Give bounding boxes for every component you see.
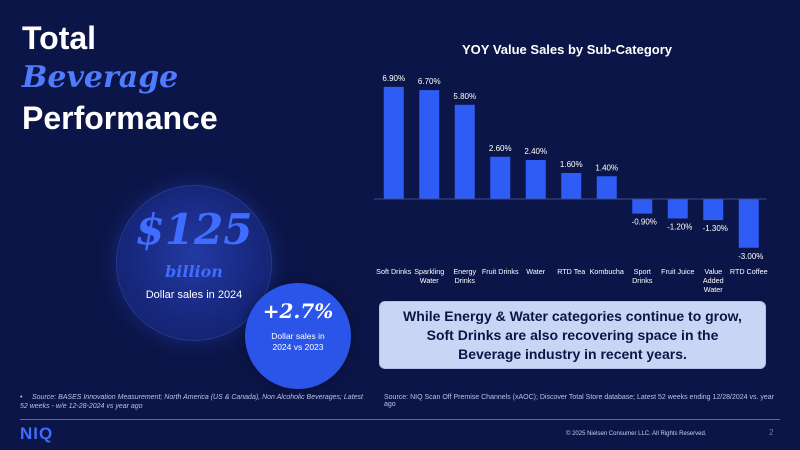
bar-rtd-coffee (738, 199, 759, 248)
data-label: -0.90% (632, 218, 657, 227)
copyright-text: © 2025 Nielsen Consumer LLC. All Rights … (566, 431, 707, 437)
sales-kpi-value: $125 (135, 205, 253, 254)
category-label-line: Water (420, 276, 440, 285)
category-label-line: Sparkling (414, 267, 444, 276)
bar-value-added-water (703, 199, 724, 221)
source-note-left: • Source: BASES Innovation Measurement; N… (20, 393, 365, 411)
bars-layer (383, 86, 759, 248)
bar-rtd-tea (561, 173, 582, 199)
category-label: Sparkling Water (414, 267, 444, 285)
category-label-line: Sport (634, 267, 651, 276)
category-label: Fruit Juice (661, 267, 694, 276)
growth-kpi-caption: Dollar sales in 2024 vs 2023 (255, 331, 341, 353)
category-label-line: Fruit Drinks (482, 267, 519, 276)
bar-kombucha (596, 176, 617, 199)
category-label-line: Soft Drinks (376, 267, 412, 276)
growth-kpi-value: +2.7% (262, 299, 334, 323)
sales-kpi-caption: Dollar sales in 2024 (145, 289, 243, 301)
data-label: -3.00% (738, 252, 763, 261)
bar-fruit-drinks (490, 156, 511, 199)
data-labels-layer: 6.90% 6.70% 5.80% 2.60% 2.40% 1.60% 1.40% -0.90… (382, 74, 763, 261)
bar-energy-drinks (454, 104, 475, 199)
growth-kpi-circle (245, 283, 351, 389)
data-label: 2.60% (489, 144, 512, 153)
bar-soft-drinks (383, 86, 404, 199)
title-line-total: Total (22, 20, 97, 56)
sales-kpi-circle (117, 186, 271, 340)
sales-kpi-unit: billion (165, 262, 223, 281)
bar-sport-drinks (632, 199, 653, 214)
growth-kpi-caption-line2: 2024 vs 2023 (272, 342, 324, 352)
category-label: Water (526, 267, 546, 276)
category-label-line: Value (704, 267, 722, 276)
data-label: 6.90% (382, 74, 405, 83)
category-label-line: Energy (453, 267, 476, 276)
category-label: Soft Drinks (376, 267, 412, 276)
source-note-right: Source: NIQ Scan Off Premise Channels (x… (384, 394, 774, 408)
category-label: RTD Tea (557, 267, 585, 276)
source-left-text: Source: BASES Innovation Measurement; No… (20, 394, 363, 410)
category-label: Kombucha (590, 267, 624, 276)
category-label-line: Drinks (455, 276, 476, 285)
page-number: 2 (769, 428, 774, 437)
title-line-beverage: Beverage (22, 60, 179, 95)
callout-line3: Beverage industry in recent years. (458, 345, 687, 362)
data-label: 6.70% (418, 77, 441, 86)
footer-divider (20, 419, 780, 420)
category-label: RTD Coffee (730, 267, 768, 276)
category-label: Energy Drinks (453, 267, 476, 285)
growth-kpi-caption-line1: Dollar sales in (271, 331, 325, 341)
yoy-bar-chart: YOY Value Sales by Sub-Category 6.90% 6.7… (374, 42, 768, 294)
data-label: -1.30% (703, 224, 728, 233)
category-label: Value Added Water (703, 267, 724, 294)
bar-water (525, 160, 546, 199)
title-line-performance: Performance (22, 100, 218, 136)
data-label: -1.20% (667, 223, 692, 232)
category-label-line: Water (704, 285, 724, 294)
category-label: Fruit Drinks (482, 267, 519, 276)
bullet: • (20, 394, 23, 401)
data-label: 1.60% (560, 160, 583, 169)
data-label: 1.40% (595, 163, 618, 172)
category-label-line: RTD Coffee (730, 267, 768, 276)
callout-line2: Soft Drinks are also recovering space in… (426, 326, 719, 343)
niq-logo: NIQ (20, 424, 54, 443)
category-label-line: Drinks (632, 276, 653, 285)
category-label-line: RTD Tea (557, 267, 585, 276)
category-label: Sport Drinks (632, 267, 653, 285)
category-label-line: Water (526, 267, 546, 276)
callout-line1: While Energy & Water categories continue… (403, 307, 742, 324)
data-label: 5.80% (453, 92, 476, 101)
bar-fruit-juice (667, 199, 688, 219)
category-label-line: Added (703, 276, 724, 285)
bar-sparkling-water (419, 90, 440, 199)
chart-title: YOY Value Sales by Sub-Category (462, 42, 673, 57)
slide-title: Total Beverage Performance (22, 18, 218, 138)
category-label-line: Kombucha (590, 267, 624, 276)
data-label: 2.40% (524, 147, 547, 156)
insight-callout: While Energy & Water categories continue… (379, 301, 766, 369)
category-label-line: Fruit Juice (661, 267, 694, 276)
